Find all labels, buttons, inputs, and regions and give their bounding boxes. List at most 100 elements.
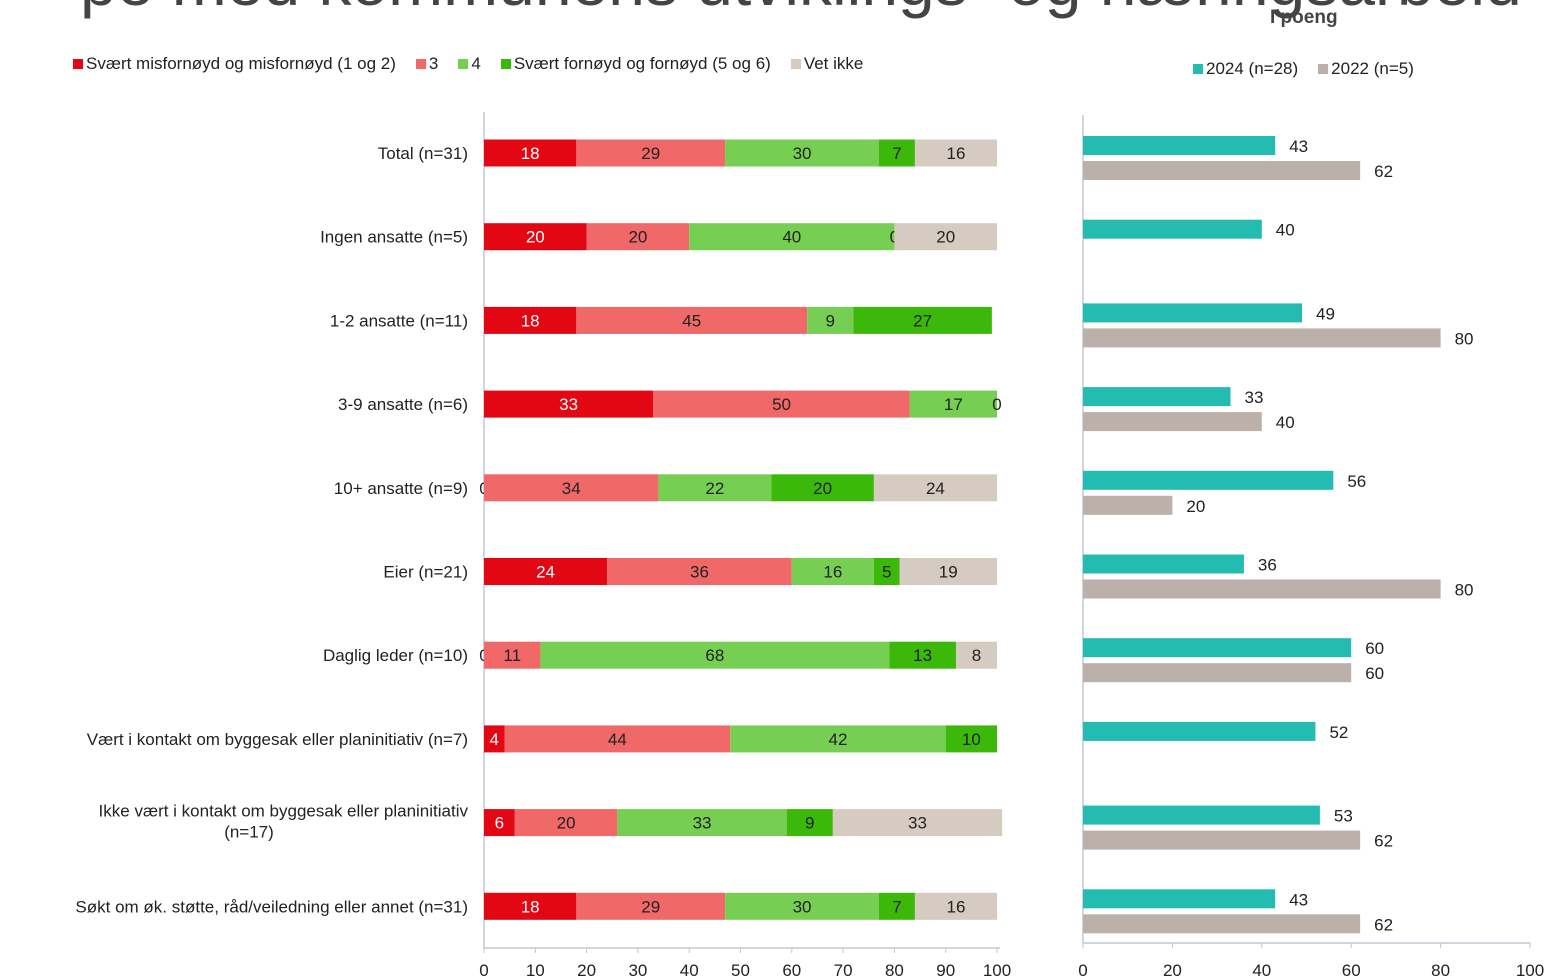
stacked-bar-segment: [617, 809, 787, 837]
right-bar-data-label: 80: [1455, 581, 1474, 600]
stacked-bar-segment: [914, 139, 997, 167]
stacked-bar-data-label: 50: [772, 395, 791, 414]
right-chart-title: I poeng: [1270, 7, 1338, 28]
stacked-bar-segment: [832, 809, 1003, 837]
stacked-bar-segment: [576, 139, 726, 167]
right-bar-data-label: 20: [1186, 497, 1205, 516]
stacked-bar-segment: [484, 809, 515, 837]
right-bar-2024: [1083, 554, 1244, 574]
left-x-tick-label: 20: [577, 961, 596, 979]
left-x-tick-label: 80: [885, 961, 904, 979]
stacked-bar-data-label: 18: [521, 897, 540, 916]
stacked-bar-data-label: 20: [628, 228, 647, 247]
category-label-line: Ikke vært i kontakt om byggesak eller pl…: [99, 802, 469, 821]
stacked-bar-data-label: 4: [490, 730, 499, 749]
stacked-bar-segment: [853, 306, 992, 334]
stacked-bar-data-label: 22: [705, 479, 724, 498]
stacked-bar-data-label: 33: [908, 814, 927, 833]
right-bar-2024: [1083, 638, 1352, 658]
stacked-bar-segment: [484, 474, 659, 502]
stacked-bar-data-label: 13: [913, 646, 932, 665]
stacked-bar-data-label: 9: [826, 311, 835, 330]
right-legend-label: 2024 (n=28): [1206, 59, 1299, 78]
category-label: Vært i kontakt om byggesak eller planini…: [87, 730, 468, 749]
right-bar-2022: [1083, 495, 1173, 515]
left-x-tick-label: 40: [680, 961, 699, 979]
stacked-bar-data-label: 33: [559, 395, 578, 414]
stacked-bar-data-label: 16: [946, 144, 965, 163]
left-legend-label: Svært fornøyd og fornøyd (5 og 6): [513, 54, 771, 73]
stacked-bar-data-label: 8: [972, 646, 981, 665]
stacked-bar-data-label: 11: [503, 646, 521, 665]
right-bar-2022: [1083, 412, 1262, 432]
left-x-tick-label: 0: [479, 961, 488, 979]
left-legend-swatch: [790, 59, 801, 69]
stacked-bar-segment: [899, 558, 997, 585]
left-legend-label: 4: [471, 54, 481, 73]
stacked-bar-data-label: 20: [526, 228, 545, 247]
left-legend-item: Svært misfornøyd og misfornøyd (1 og 2): [73, 54, 396, 74]
right-bar-data-label: 43: [1289, 890, 1308, 909]
right-bar-data-label: 49: [1316, 304, 1335, 323]
stacked-bar-segment: [791, 558, 874, 585]
left-legend-item: Vet ikke: [790, 54, 864, 74]
stacked-bar-data-label: 16: [946, 897, 965, 916]
stacked-bar-data-label: 30: [793, 897, 812, 916]
left-legend-swatch: [500, 59, 511, 69]
left-legend-item: Svært fornøyd og fornøyd (5 og 6): [500, 54, 771, 74]
stacked-bar-data-label: 9: [805, 814, 814, 833]
stacked-bar-segment: [873, 558, 900, 585]
right-bar-data-label: 62: [1374, 162, 1393, 181]
right-x-tick-label: 80: [1431, 961, 1450, 979]
right-bar-2024: [1083, 136, 1276, 155]
stacked-bar-segment: [879, 139, 915, 167]
stacked-bar-segment: [607, 558, 792, 585]
right-bar-2024: [1083, 303, 1303, 323]
stacked-bar-segment: [771, 474, 874, 502]
right-bar-2024: [1083, 889, 1276, 909]
stacked-bar-data-label: 18: [521, 144, 540, 163]
right-bar-2022: [1083, 914, 1361, 934]
stacked-bar-data-label: 20: [557, 814, 576, 833]
right-bar-data-label: 33: [1245, 388, 1264, 407]
stacked-bar-segment: [576, 306, 808, 334]
stacked-bar-segment: [576, 892, 726, 920]
stacked-bar-data-label: 7: [892, 144, 901, 163]
left-legend-label: Svært misfornøyd og misfornøyd (1 og 2): [86, 54, 396, 73]
stacked-bar-data-label: 16: [823, 563, 842, 582]
left-legend-label: 3: [428, 54, 439, 73]
left-legend-label: Vet ikke: [803, 54, 864, 73]
stacked-bar-segment: [653, 390, 910, 418]
stacked-bar-data-label: 10: [962, 730, 981, 749]
stacked-bar-segment: [658, 474, 772, 502]
right-x-tick-label: 0: [1078, 961, 1087, 979]
stacked-bar-segment: [725, 139, 880, 167]
stacked-bar-segment: [484, 641, 541, 669]
stacked-bar-data-label: 29: [641, 144, 660, 163]
right-bar-data-label: 52: [1329, 723, 1348, 742]
right-bar-2022: [1083, 328, 1441, 348]
stacked-bar-data-label: 45: [682, 311, 701, 330]
stacked-bar-segment: [909, 390, 997, 418]
right-x-tick-label: 60: [1342, 961, 1361, 979]
stacked-bar-segment: [504, 725, 731, 753]
right-x-tick-label: 100: [1516, 961, 1544, 979]
left-legend-swatch: [73, 59, 83, 69]
left-x-tick-label: 50: [731, 961, 750, 979]
stacked-bar-segment: [484, 306, 577, 334]
stacked-bar-segment: [879, 892, 915, 920]
stacked-bar-segment: [484, 390, 654, 418]
stacked-bar-segment: [889, 641, 956, 669]
right-legend-swatch: [1193, 64, 1203, 74]
left-chart-legend: Svært misfornøyd og misfornøyd (1 og 2) 3…: [73, 54, 883, 74]
stacked-bar-data-label: 17: [944, 395, 963, 414]
stacked-bar-segment: [945, 725, 997, 753]
stacked-bar-segment: [894, 223, 997, 251]
stacked-bar-data-label: 27: [913, 311, 932, 330]
stacked-bar-data-label: 40: [782, 228, 801, 247]
right-bar-data-label: 62: [1374, 832, 1393, 851]
stacked-bar-data-label: 30: [793, 144, 812, 163]
right-bar-2024: [1083, 219, 1262, 239]
stacked-bar-segment: [540, 641, 890, 669]
